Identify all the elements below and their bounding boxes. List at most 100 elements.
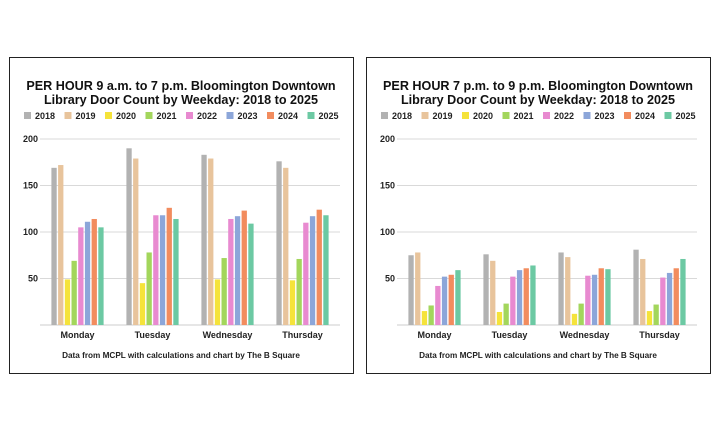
x-category-label: Monday	[60, 330, 94, 340]
bar-2024-monday	[448, 274, 454, 325]
bar-2019-thursday	[640, 258, 646, 325]
bar-2021-monday	[71, 260, 77, 325]
y-tick-label: 100	[380, 227, 395, 237]
bar-2019-tuesday	[490, 260, 496, 325]
bar-2018-monday	[408, 255, 414, 325]
legend-label-2022: 2022	[554, 111, 574, 121]
y-tick-label: 200	[23, 134, 38, 144]
bar-2024-wednesday	[598, 268, 604, 325]
chart-svg: PER HOUR 9 a.m. to 7 p.m. Bloomington Do…	[23, 79, 340, 360]
bar-2023-monday	[84, 221, 91, 325]
bar-2022-thursday	[660, 277, 666, 325]
legend-label-2025: 2025	[676, 111, 696, 121]
bar-2023-wednesday	[234, 216, 241, 325]
bar-2025-thursday	[680, 258, 686, 325]
bar-2021-tuesday	[503, 303, 509, 325]
bar-2024-wednesday	[241, 210, 247, 325]
bar-2021-wednesday	[578, 303, 584, 325]
bar-2024-tuesday	[523, 268, 529, 325]
legend-label-2019: 2019	[76, 111, 96, 121]
legend-label-2023: 2023	[238, 111, 258, 121]
legend-label-2024: 2024	[635, 111, 655, 121]
bar-2020-wednesday	[214, 279, 221, 325]
bar-2018-wednesday	[201, 154, 207, 325]
bar-2018-monday	[51, 167, 57, 325]
chart-title-line: Library Door Count by Weekday: 2018 to 2…	[401, 93, 675, 107]
chart-panel-daytime: PER HOUR 9 a.m. to 7 p.m. Bloomington Do…	[9, 57, 354, 374]
bar-2020-tuesday	[496, 311, 503, 325]
bar-2019-thursday	[283, 167, 289, 325]
legend-label-2018: 2018	[392, 111, 412, 121]
chart-panel-evening: PER HOUR 7 p.m. to 9 p.m. Bloomington Do…	[366, 57, 711, 374]
bar-2025-tuesday	[530, 265, 536, 325]
bar-2022-tuesday	[153, 215, 159, 325]
x-category-label: Tuesday	[135, 330, 171, 340]
bar-2018-wednesday	[558, 252, 564, 325]
bar-2023-wednesday	[591, 274, 598, 325]
y-tick-label: 100	[23, 227, 38, 237]
legend-swatch-2021	[145, 112, 153, 119]
legend-label-2018: 2018	[35, 111, 55, 121]
chart-footnote: Data from MCPL with calculations and cha…	[419, 351, 657, 360]
legend-swatch-2020	[105, 112, 112, 119]
bar-2019-monday	[415, 252, 421, 325]
legend-label-2021: 2021	[514, 111, 534, 121]
x-category-label: Wednesday	[560, 330, 610, 340]
legend-label-2021: 2021	[157, 111, 177, 121]
y-tick-label: 200	[380, 134, 395, 144]
legend-swatch-2021	[502, 112, 510, 119]
bar-2025-wednesday	[248, 223, 254, 325]
bar-2021-thursday	[296, 258, 302, 325]
legend-swatch-2022	[186, 112, 193, 119]
bar-2023-thursday	[666, 272, 673, 325]
chart-title-line: PER HOUR 7 p.m. to 9 p.m. Bloomington Do…	[383, 79, 693, 93]
bar-2023-thursday	[309, 216, 316, 325]
bar-2022-wednesday	[228, 218, 234, 325]
bar-2018-tuesday	[483, 254, 489, 325]
x-category-label: Thursday	[639, 330, 680, 340]
legend-swatch-2024	[624, 112, 631, 119]
bar-2025-thursday	[323, 215, 329, 325]
bar-2020-thursday	[646, 311, 653, 325]
bar-2025-wednesday	[605, 269, 611, 325]
bar-2020-thursday	[289, 280, 296, 325]
bar-2020-tuesday	[139, 283, 146, 325]
y-tick-label: 50	[385, 274, 395, 284]
bar-2024-thursday	[673, 268, 679, 325]
legend-label-2024: 2024	[278, 111, 298, 121]
bar-2024-monday	[91, 218, 97, 325]
legend-swatch-2025	[664, 112, 672, 119]
y-tick-label: 150	[23, 181, 38, 191]
legend-swatch-2025	[307, 112, 315, 119]
legend-label-2019: 2019	[433, 111, 453, 121]
bar-2021-wednesday	[221, 258, 227, 325]
chart-title-line: PER HOUR 9 a.m. to 7 p.m. Bloomington Do…	[26, 79, 335, 93]
bar-2018-thursday	[276, 161, 282, 325]
bar-2025-tuesday	[173, 218, 179, 325]
bar-2022-thursday	[303, 222, 309, 325]
bar-2018-thursday	[633, 249, 639, 325]
legend-swatch-2020	[462, 112, 469, 119]
bar-2020-monday	[421, 311, 428, 325]
bar-2020-wednesday	[571, 313, 578, 325]
bar-2021-tuesday	[146, 252, 152, 325]
bar-2024-tuesday	[166, 207, 172, 325]
bar-2025-monday	[98, 227, 104, 325]
x-category-label: Thursday	[282, 330, 323, 340]
bar-2018-tuesday	[126, 148, 132, 325]
bar-2019-wednesday	[565, 257, 571, 325]
bar-2023-tuesday	[159, 215, 166, 325]
y-tick-label: 150	[380, 181, 395, 191]
x-category-label: Tuesday	[492, 330, 528, 340]
x-category-label: Monday	[417, 330, 451, 340]
legend-label-2020: 2020	[473, 111, 493, 121]
x-category-label: Wednesday	[203, 330, 253, 340]
legend-swatch-2019	[64, 112, 72, 119]
bar-2022-monday	[435, 285, 441, 325]
legend-swatch-2023	[226, 112, 234, 119]
legend-swatch-2018	[24, 112, 31, 119]
bar-2022-tuesday	[510, 276, 516, 325]
bar-2021-monday	[428, 305, 434, 325]
bar-2019-wednesday	[208, 158, 214, 325]
legend-swatch-2022	[543, 112, 550, 119]
